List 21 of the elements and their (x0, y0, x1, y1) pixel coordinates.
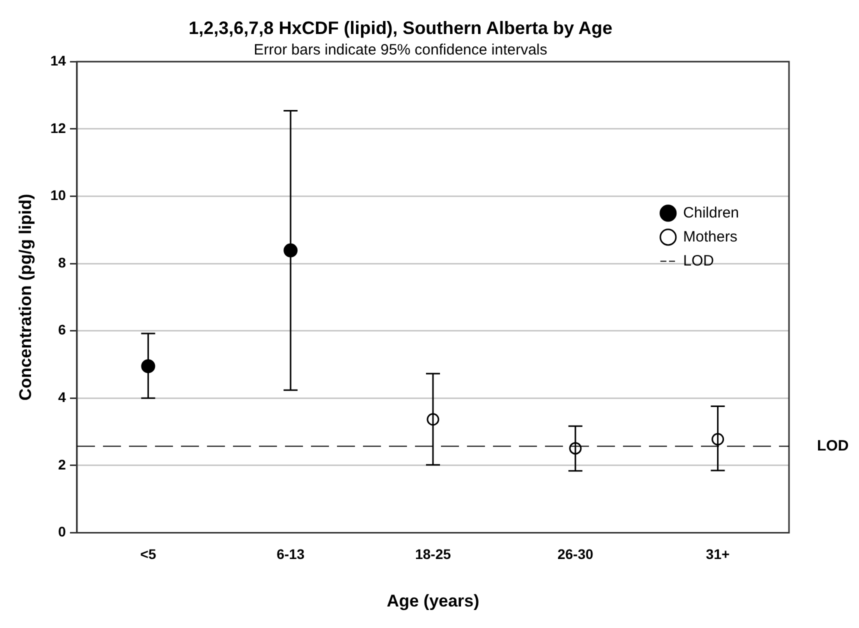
y-tick-label: 12 (50, 120, 66, 136)
y-axis-title: Concentration (pg/g lipid) (16, 194, 35, 401)
y-tick-label: 6 (58, 322, 66, 338)
y-tick-label: 14 (50, 52, 66, 68)
ref-line-label: LOD (817, 437, 849, 454)
x-tick-label: 18-25 (415, 546, 452, 562)
x-axis-title: Age (years) (386, 591, 480, 610)
y-tick-label: 2 (58, 456, 66, 472)
y-tick-label: 4 (58, 389, 66, 406)
y-tick-label: 0 (58, 524, 66, 540)
text: LOD (683, 252, 714, 270)
x-tick-label: 6-13 (276, 546, 305, 562)
y-tick-label: 8 (58, 254, 66, 270)
legend-label: Children (683, 204, 740, 222)
chart-title: 1,2,3,6,7,8 HxCDF (lipid), Southern Alberta by Age (188, 18, 612, 38)
x-tick-label: <5 (140, 546, 156, 562)
x-tick-label: 26-30 (557, 546, 594, 562)
y-tick-label: 10 (50, 187, 66, 204)
x-tick-label: 31+ (706, 546, 730, 562)
chart-subtitle: Error bars indicate 95% confidence intervals (254, 42, 548, 59)
legend-label: Mothers (683, 228, 738, 246)
